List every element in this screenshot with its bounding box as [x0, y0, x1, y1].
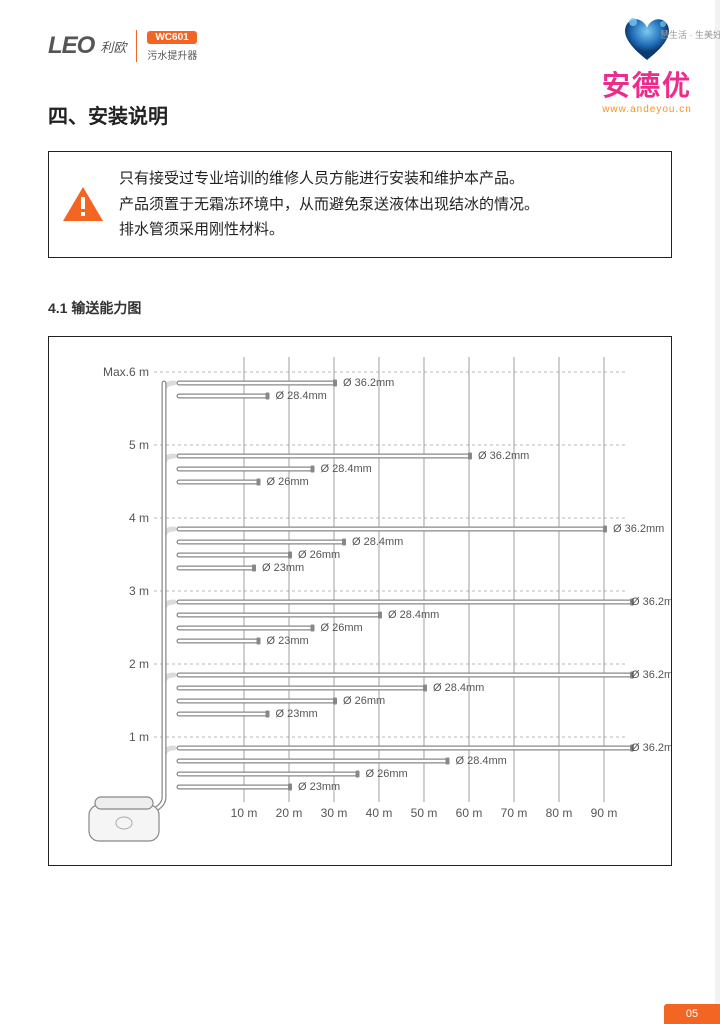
svg-text:30 m: 30 m: [321, 806, 348, 820]
capacity-chart: 10 m 20 m 30 m 40 m 50 m 60 m 70 m 80 m 90 m Max.…: [48, 336, 672, 866]
watermark-url: www.andeyou.cn: [602, 104, 692, 115]
svg-text:Ø 36.2mm: Ø 36.2mm: [343, 377, 394, 389]
svg-text:Ø 23mm: Ø 23mm: [298, 781, 340, 793]
svg-text:Ø 23mm: Ø 23mm: [267, 635, 309, 647]
chart-title: 4.1 输送能力图: [48, 298, 672, 318]
svg-text:1 m: 1 m: [129, 730, 149, 744]
svg-text:Ø 28.4mm: Ø 28.4mm: [321, 463, 372, 475]
svg-text:Ø 28.4mm: Ø 28.4mm: [352, 536, 403, 548]
svg-text:5 m: 5 m: [129, 438, 149, 452]
page-number-badge: 05: [664, 1004, 720, 1024]
svg-text:Ø 36.2mm: Ø 36.2mm: [478, 450, 529, 462]
page: LEO 利欧 WC601 污水提升器 安德优 www.andeyou.cn 慧生…: [0, 0, 720, 866]
warning-box: 只有接受过专业培训的维修人员方能进行安装和维护本产品。 产品须置于无霜冻环境中，…: [48, 151, 672, 258]
svg-text:Ø 36.2mm: Ø 36.2mm: [631, 742, 671, 754]
model-badge: WC601: [147, 31, 196, 44]
model-subtitle: 污水提升器: [147, 47, 197, 62]
scan-edge: [715, 0, 720, 1024]
header-divider: [136, 30, 137, 62]
brand-cn: 利欧: [100, 37, 126, 56]
warning-line2: 产品须置于无霜冻环境中，从而避免泵送液体出现结冰的情况。: [119, 192, 659, 218]
svg-text:Ø 28.4mm: Ø 28.4mm: [388, 609, 439, 621]
svg-text:Max.6 m: Max.6 m: [103, 365, 149, 379]
chart-svg: 10 m 20 m 30 m 40 m 50 m 60 m 70 m 80 m 90 m Max.…: [49, 337, 671, 865]
model-box: WC601 污水提升器: [147, 31, 197, 62]
header-bar: LEO 利欧 WC601 污水提升器 安德优 www.andeyou.cn 慧生…: [48, 28, 672, 64]
svg-text:Ø 26mm: Ø 26mm: [267, 476, 309, 488]
svg-text:Ø 36.2mm: Ø 36.2mm: [631, 669, 671, 681]
svg-text:Ø 36.2mm: Ø 36.2mm: [631, 596, 671, 608]
svg-text:Ø 23mm: Ø 23mm: [276, 708, 318, 720]
watermark-text: 安德优: [602, 64, 692, 104]
svg-text:80 m: 80 m: [546, 806, 573, 820]
watermark-tag: 慧生活 · 生美好: [660, 28, 720, 41]
svg-text:Ø 23mm: Ø 23mm: [262, 562, 304, 574]
svg-text:Ø 36.2mm: Ø 36.2mm: [613, 523, 664, 535]
svg-text:Ø 28.4mm: Ø 28.4mm: [433, 682, 484, 694]
svg-text:70 m: 70 m: [501, 806, 528, 820]
warning-text: 只有接受过专业培训的维修人员方能进行安装和维护本产品。 产品须置于无霜冻环境中，…: [119, 166, 659, 243]
svg-text:Ø 26mm: Ø 26mm: [298, 549, 340, 561]
svg-text:40 m: 40 m: [366, 806, 393, 820]
svg-text:90 m: 90 m: [591, 806, 618, 820]
svg-text:20 m: 20 m: [276, 806, 303, 820]
watermark: 安德优 www.andeyou.cn 慧生活 · 生美好: [602, 16, 692, 115]
svg-text:Ø 26mm: Ø 26mm: [343, 695, 385, 707]
section-title: 四、安装说明: [48, 100, 672, 129]
svg-text:60 m: 60 m: [456, 806, 483, 820]
warning-icon: [61, 166, 119, 243]
warning-line1: 只有接受过专业培训的维修人员方能进行安装和维护本产品。: [119, 166, 659, 192]
page-number: 05: [686, 1008, 698, 1020]
svg-text:3 m: 3 m: [129, 584, 149, 598]
svg-text:10 m: 10 m: [231, 806, 258, 820]
svg-text:Ø 28.4mm: Ø 28.4mm: [276, 390, 327, 402]
svg-text:50 m: 50 m: [411, 806, 438, 820]
brand-en: LEO: [48, 32, 94, 60]
svg-text:Ø 26mm: Ø 26mm: [321, 622, 363, 634]
svg-text:4 m: 4 m: [129, 511, 149, 525]
svg-text:Ø 28.4mm: Ø 28.4mm: [456, 755, 507, 767]
svg-text:2 m: 2 m: [129, 657, 149, 671]
warning-line3: 排水管须采用刚性材料。: [119, 217, 659, 243]
svg-text:Ø 26mm: Ø 26mm: [366, 768, 408, 780]
